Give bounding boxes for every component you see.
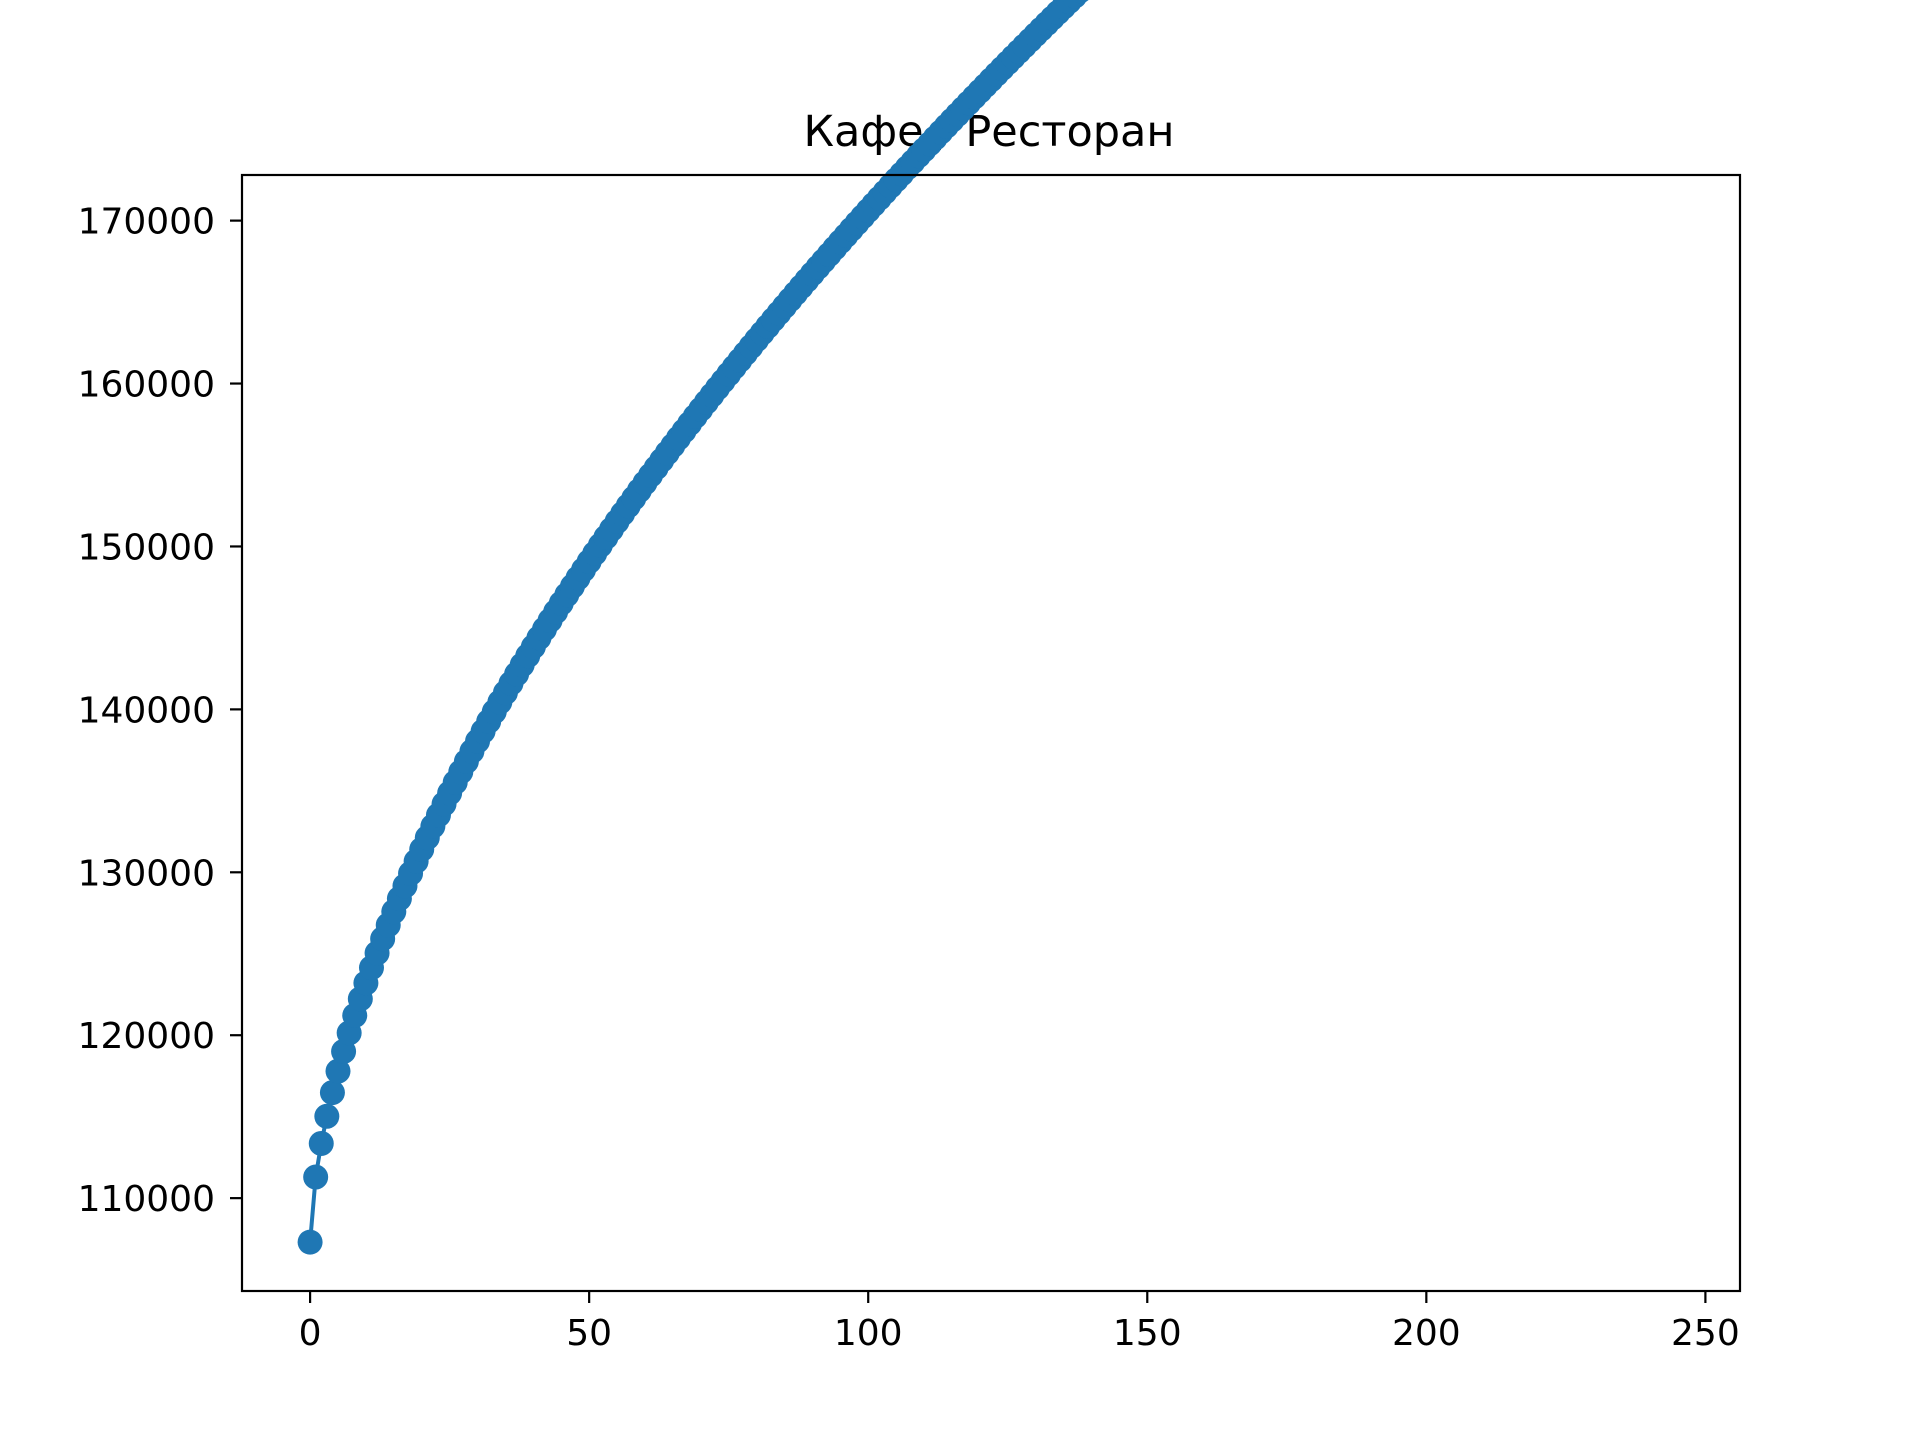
data-series bbox=[297, 0, 1089, 1255]
plot-frame bbox=[240, 173, 1742, 1293]
x-tick-label: 100 bbox=[834, 1313, 903, 1354]
y-tick-label: 110000 bbox=[78, 1179, 215, 1220]
y-tick-label: 120000 bbox=[78, 1016, 215, 1057]
data-point bbox=[314, 1103, 340, 1129]
data-point bbox=[308, 1130, 334, 1156]
y-axis: 110000 120000 130000 140000 150000 160000 1700… bbox=[78, 202, 242, 1220]
chart-title: Кафе / Ресторан bbox=[803, 107, 1174, 157]
y-tick-label: 150000 bbox=[78, 527, 215, 568]
data-point bbox=[319, 1080, 345, 1106]
x-tick-label: 150 bbox=[1113, 1313, 1182, 1354]
data-point bbox=[297, 1229, 323, 1255]
x-tick-label: 250 bbox=[1671, 1313, 1740, 1354]
x-tick-label: 50 bbox=[566, 1313, 612, 1354]
y-tick-label: 130000 bbox=[78, 853, 215, 894]
data-point bbox=[303, 1164, 329, 1190]
data-point bbox=[1071, 0, 1089, 4]
data-point bbox=[325, 1058, 351, 1084]
x-tick-label: 0 bbox=[299, 1313, 322, 1354]
y-tick-label: 160000 bbox=[78, 365, 215, 406]
y-tick-label: 170000 bbox=[78, 202, 215, 243]
x-tick-label: 200 bbox=[1392, 1313, 1461, 1354]
x-axis: 0 50 100 150 200 250 bbox=[299, 1291, 1740, 1354]
y-tick-label: 140000 bbox=[78, 690, 215, 731]
